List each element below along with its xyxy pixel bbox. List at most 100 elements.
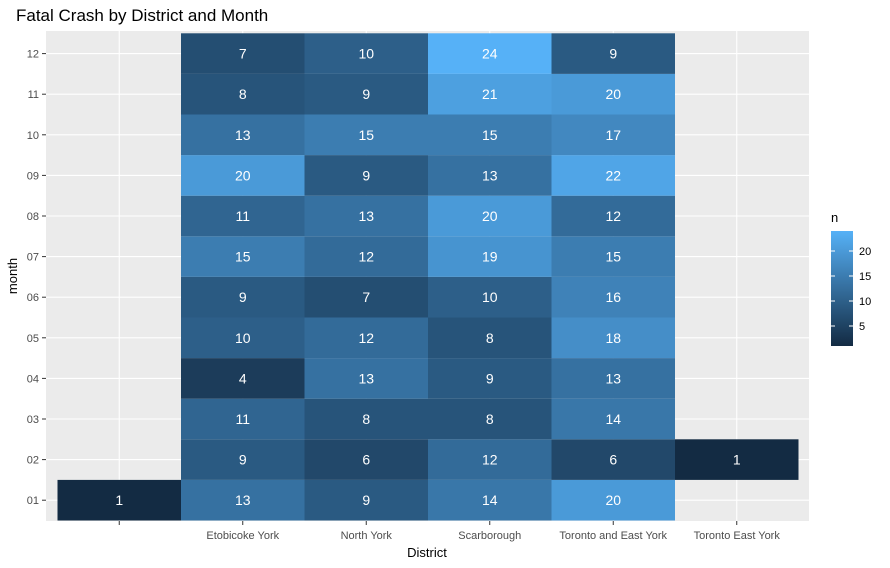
heatmap-cell: [304, 479, 428, 521]
heatmap-cell: [181, 236, 305, 277]
cell-value-label: 10: [482, 289, 498, 305]
cell-value-label: 24: [482, 46, 498, 62]
cell-value-label: 20: [605, 86, 621, 102]
cell-value-label: 8: [486, 411, 494, 427]
heatmap-cell: [428, 439, 552, 480]
cell-value-label: 10: [235, 330, 251, 346]
cell-value-label: 15: [482, 127, 498, 143]
cell-value-label: 13: [482, 167, 498, 183]
heatmap-cell: [428, 479, 552, 521]
cell-value-label: 13: [605, 370, 621, 386]
cell-value-label: 22: [605, 167, 621, 183]
heatmap-cell: [551, 479, 675, 521]
cell-value-label: 13: [358, 208, 374, 224]
y-tick-label: 06: [27, 292, 39, 304]
heatmap-cell: [551, 276, 675, 318]
legend-label: 10: [859, 296, 871, 308]
heatmap-cell: [428, 236, 552, 277]
cell-value-label: 15: [358, 127, 374, 143]
cell-value-label: 9: [362, 167, 370, 183]
x-tick-label: Toronto East York: [694, 530, 781, 542]
cell-value-label: 7: [239, 46, 247, 62]
heatmap-cell: [304, 155, 428, 196]
y-tick-label: 08: [27, 211, 39, 223]
cell-value-label: 6: [362, 452, 370, 468]
cell-value-label: 12: [482, 452, 498, 468]
heatmap-cell: [428, 358, 552, 399]
cell-value-label: 14: [482, 492, 498, 508]
y-axis-title: month: [5, 258, 20, 294]
y-tick-label: 09: [27, 170, 39, 182]
heatmap-cell: [551, 358, 675, 399]
heatmap-cell: [181, 195, 305, 237]
heatmap-cell: [428, 398, 552, 440]
x-tick-label: North York: [341, 530, 393, 542]
heatmap-cell: [181, 439, 305, 480]
heatmap-cell: [304, 358, 428, 399]
cell-value-label: 1: [733, 452, 741, 468]
heatmap-cell: [551, 398, 675, 440]
cell-value-label: 12: [358, 249, 374, 265]
y-tick-label: 05: [27, 333, 39, 345]
cell-value-label: 4: [239, 370, 247, 386]
heatmap-cell: [304, 276, 428, 318]
heatmap-cell: [304, 236, 428, 277]
cell-value-label: 15: [605, 249, 621, 265]
cell-value-label: 9: [609, 46, 617, 62]
y-tick-label: 11: [28, 89, 39, 101]
heatmap-cell: [181, 398, 305, 440]
heatmap-cell: [551, 155, 675, 196]
heatmap-cell: [57, 479, 181, 521]
x-axis: Etobicoke York North York Scarborough Toron…: [118, 521, 781, 542]
heatmap-cell: [551, 439, 675, 480]
y-tick-label: 04: [27, 373, 39, 385]
cell-labels: 1 139114109151120138796813127121391591014…: [115, 46, 741, 509]
cell-value-label: 20: [482, 208, 498, 224]
cell-value-label: 21: [482, 86, 498, 102]
cell-value-label: 18: [605, 330, 621, 346]
cell-value-label: 6: [609, 452, 617, 468]
cell-value-label: 8: [239, 86, 247, 102]
cell-value-label: 8: [486, 330, 494, 346]
heatmap-cell: [675, 439, 799, 480]
heatmap-cell: [304, 439, 428, 480]
legend-colorbar: [831, 231, 853, 346]
heatmap-cell: [181, 317, 305, 359]
heatmap-cell: [428, 155, 552, 196]
heatmap-cell: [551, 114, 675, 156]
heatmap-cell: [181, 276, 305, 318]
y-tick-label: 01: [27, 495, 39, 507]
cell-value-label: 15: [235, 249, 251, 265]
legend-label: 15: [859, 271, 871, 283]
legend-ticks: 5 10 15 20: [831, 246, 871, 333]
heatmap-cell: [428, 195, 552, 237]
cell-value-label: 9: [362, 86, 370, 102]
heatmap-cell: [304, 33, 428, 74]
heatmap-cell: [428, 33, 552, 74]
heatmap-cell: [181, 358, 305, 399]
cell-value-label: 1: [115, 492, 123, 508]
cell-value-label: 12: [605, 208, 621, 224]
y-tick-label: 07: [27, 252, 39, 264]
heatmap-cell: [304, 73, 428, 115]
heatmap-cell: [304, 398, 428, 440]
y-tick-label: 03: [27, 414, 39, 426]
heatmap-cell: [428, 114, 552, 156]
cell-value-label: 13: [235, 492, 251, 508]
legend-label: 5: [859, 321, 865, 333]
x-axis-title: District: [407, 545, 447, 560]
heatmap-cell: [428, 73, 552, 115]
heatmap-cell: [551, 236, 675, 277]
y-tick-label: 02: [27, 455, 39, 467]
heatmap-cell: [181, 155, 305, 196]
heatmap-cell: [428, 317, 552, 359]
cell-value-label: 14: [605, 411, 621, 427]
heatmap-cell: [551, 73, 675, 115]
cell-value-label: 7: [362, 289, 370, 305]
chart-title: Fatal Crash by District and Month: [16, 6, 268, 25]
heatmap-cell: [428, 276, 552, 318]
heatmap-cell: [181, 114, 305, 156]
cell-value-label: 17: [605, 127, 621, 143]
x-tick-label: Toronto and East York: [559, 530, 667, 542]
